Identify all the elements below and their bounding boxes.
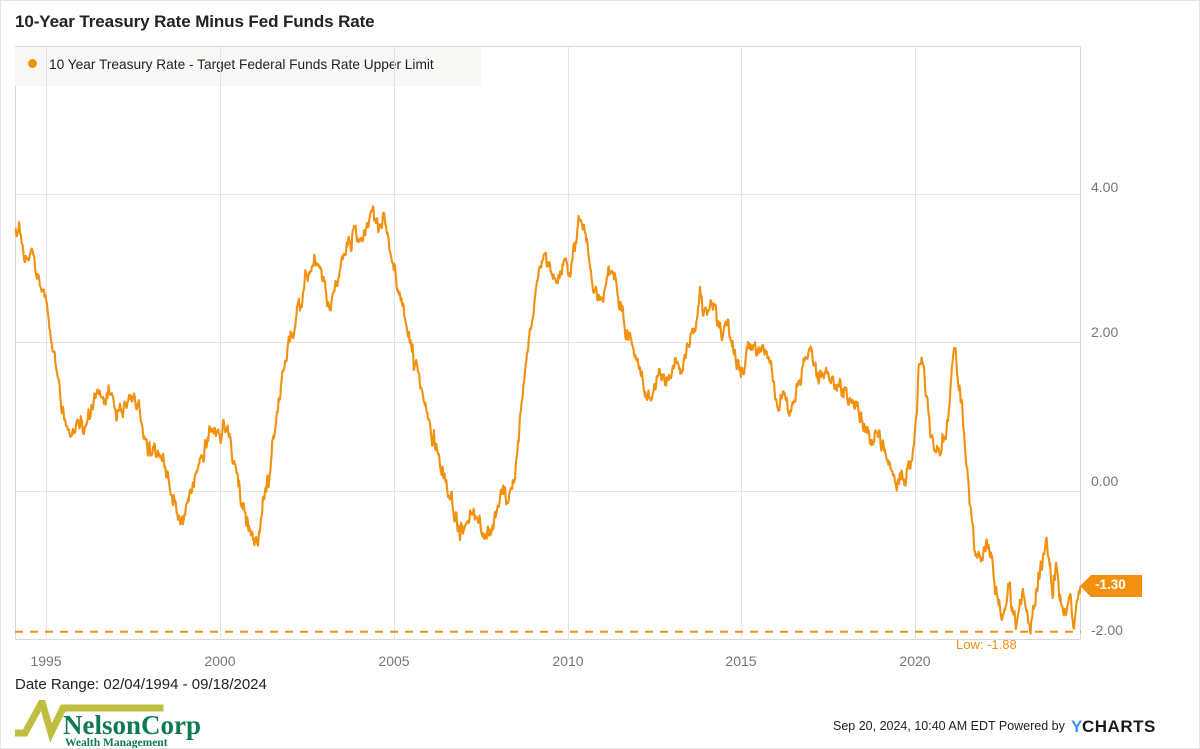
- svg-text:NelsonCorp: NelsonCorp: [63, 710, 201, 740]
- svg-text:Wealth Management: Wealth Management: [65, 737, 168, 749]
- svg-text:CHARTS: CHARTS: [1082, 717, 1156, 736]
